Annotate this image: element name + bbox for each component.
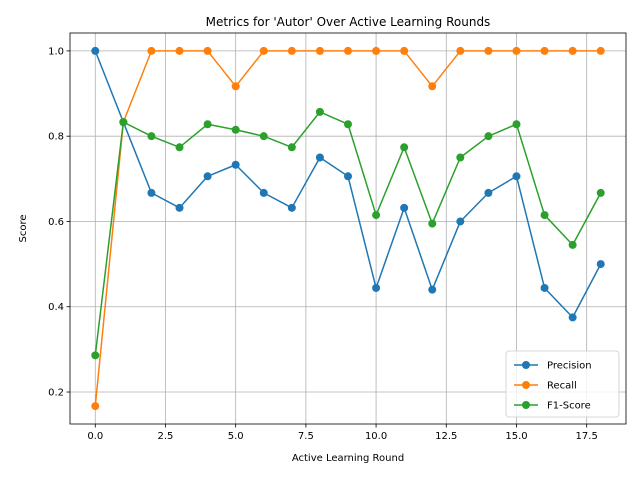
data-point-recall	[259, 46, 268, 55]
y-tick-label: 0.8	[48, 132, 64, 143]
x-tick-label: 7.5	[298, 431, 314, 442]
data-point-f1-score	[315, 107, 324, 116]
y-axis-title: Score	[18, 214, 29, 242]
data-point-precision	[147, 188, 156, 197]
data-point-f1-score	[344, 120, 352, 129]
series-precision	[91, 46, 605, 322]
data-point-precision	[428, 285, 437, 294]
legend-box	[505, 350, 620, 418]
data-point-recall	[231, 82, 240, 91]
legend-label-precision: Precision	[547, 361, 592, 372]
x-tick-label: 10.0	[365, 431, 387, 442]
data-point-f1-score	[175, 143, 184, 152]
data-point-precision	[203, 172, 212, 181]
data-point-recall	[344, 46, 352, 55]
data-point-f1-score	[568, 240, 577, 249]
plot-frame	[69, 32, 627, 425]
data-point-precision	[287, 203, 296, 212]
data-point-recall	[315, 46, 324, 55]
data-point-recall	[428, 82, 437, 91]
data-point-precision	[512, 172, 521, 181]
data-point-precision	[344, 172, 352, 181]
legend-marker-precision	[522, 361, 530, 369]
data-point-precision	[175, 203, 184, 212]
legend-label-recall: Recall	[547, 381, 577, 392]
data-point-recall	[456, 46, 465, 55]
data-point-precision	[540, 283, 549, 292]
x-axis-title: Active Learning Round	[292, 453, 404, 464]
data-point-recall	[596, 46, 605, 55]
data-point-recall	[512, 46, 521, 55]
data-point-f1-score	[540, 211, 549, 220]
series-recall	[91, 46, 605, 411]
data-point-f1-score	[484, 132, 493, 141]
data-point-f1-score	[203, 120, 212, 129]
legend-marker-recall	[522, 381, 530, 389]
data-point-f1-score	[456, 153, 465, 162]
data-point-precision	[568, 313, 577, 322]
chart-title: Metrics for 'Autor' Over Active Learning…	[206, 15, 491, 29]
data-point-precision	[231, 160, 240, 169]
data-point-recall	[484, 46, 493, 55]
data-point-recall	[287, 46, 296, 55]
data-point-f1-score	[259, 132, 268, 141]
legend-label-f1-score: F1-Score	[547, 401, 591, 412]
data-point-recall	[568, 46, 577, 55]
y-tick-label: 0.4	[48, 302, 64, 313]
data-point-precision	[400, 203, 409, 212]
data-point-recall	[203, 46, 212, 55]
x-tick-label: 17.5	[576, 431, 598, 442]
data-point-f1-score	[596, 188, 605, 197]
data-point-precision	[456, 217, 465, 226]
data-point-precision	[372, 283, 381, 292]
data-point-recall	[175, 46, 184, 55]
ticks: 0.0 2.5 5.0 7.5 10.0 12.5 15.0 17.5 0.2 0.4 0.6 0.8…	[48, 46, 598, 442]
x-tick-label: 2.5	[158, 431, 174, 442]
x-tick-label: 5.0	[228, 431, 244, 442]
data-point-recall	[400, 46, 409, 55]
data-point-f1-score	[428, 219, 437, 228]
data-point-f1-score	[287, 143, 296, 152]
legend: Precision Recall F1-Score	[505, 350, 620, 418]
data-point-f1-score	[119, 118, 128, 127]
data-point-precision	[596, 260, 605, 269]
y-tick-label: 0.6	[48, 217, 64, 228]
data-point-recall	[372, 46, 381, 55]
y-tick-label: 1.0	[48, 46, 64, 57]
x-tick-label: 12.5	[435, 431, 457, 442]
data-point-precision	[484, 188, 493, 197]
series-f1-score	[91, 107, 605, 360]
data-point-precision	[91, 46, 100, 55]
data-point-f1-score	[400, 143, 409, 152]
data-point-recall	[91, 402, 100, 411]
data-point-f1-score	[231, 125, 240, 134]
data-point-precision	[315, 153, 324, 162]
data-point-f1-score	[372, 211, 381, 220]
data-point-recall	[540, 46, 549, 55]
data-point-f1-score	[512, 120, 521, 129]
data-point-precision	[259, 188, 268, 197]
data-point-recall	[147, 46, 156, 55]
data-point-f1-score	[91, 351, 100, 360]
x-tick-label: 15.0	[505, 431, 527, 442]
series-group	[91, 46, 605, 411]
grid	[70, 33, 626, 424]
y-tick-label: 0.2	[48, 388, 64, 399]
x-tick-label: 0.0	[87, 431, 103, 442]
data-point-f1-score	[147, 132, 156, 141]
legend-marker-f1-score	[522, 401, 530, 409]
